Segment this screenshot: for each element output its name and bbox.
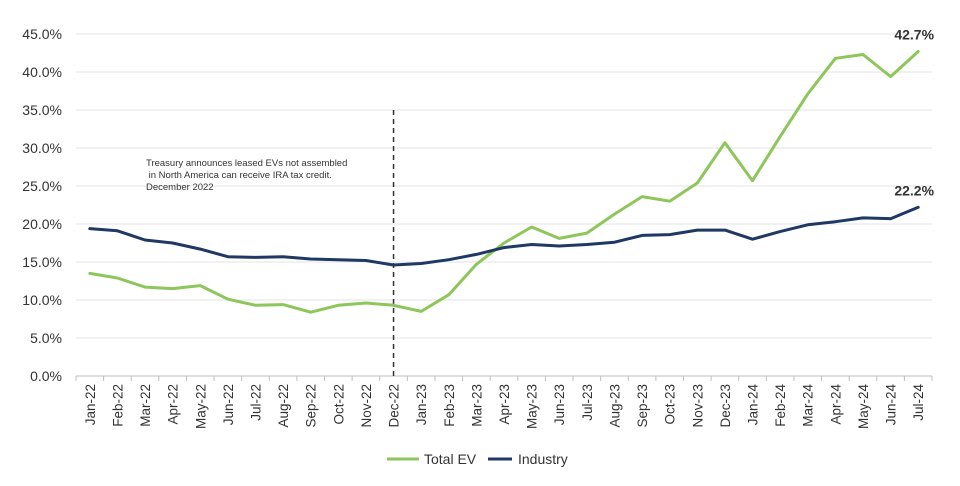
x-tick-label: Jul-24 bbox=[911, 384, 926, 421]
legend: Total EV Industry bbox=[387, 451, 568, 467]
y-tick-label: 40.0% bbox=[22, 64, 62, 80]
x-tick-label: Dec-23 bbox=[718, 384, 733, 428]
x-tick-label: Jul-22 bbox=[248, 384, 263, 421]
series-lines bbox=[88, 50, 920, 314]
x-tick-label: Sep-23 bbox=[635, 384, 650, 428]
annotation-line-1: Treasury announces leased EVs not assemb… bbox=[146, 158, 347, 169]
x-tick-label: Mar-23 bbox=[469, 384, 484, 427]
x-tick-label: Oct-22 bbox=[331, 384, 346, 425]
x-axis-ticks: Jan-22 Feb-22 Mar-22 Apr-22 May-22 Jun-22 Jul-… bbox=[75, 376, 933, 430]
x-tick-label: Feb-24 bbox=[773, 384, 788, 427]
x-tick-label: Jan-23 bbox=[414, 384, 429, 425]
industry-end-label: 22.2% bbox=[894, 182, 934, 198]
x-tick-label: May-23 bbox=[525, 384, 540, 429]
legend-label-industry: Industry bbox=[518, 451, 568, 467]
annotation-line-3: December 2022 bbox=[146, 182, 214, 193]
x-tick-label: Dec-22 bbox=[387, 384, 402, 428]
x-tick-label: Jul-23 bbox=[580, 384, 595, 421]
x-tick-label: May-22 bbox=[193, 384, 208, 429]
x-tick-label: Sep-22 bbox=[304, 384, 319, 428]
x-tick-label: Oct-23 bbox=[663, 384, 678, 425]
x-tick-label: Aug-22 bbox=[276, 384, 291, 428]
y-tick-label: 35.0% bbox=[22, 102, 62, 118]
x-tick-label: Aug-23 bbox=[607, 384, 622, 428]
legend-label-total-ev: Total EV bbox=[424, 451, 477, 467]
x-tick-label: Feb-23 bbox=[442, 384, 457, 427]
x-tick-label: Jan-22 bbox=[83, 384, 98, 425]
y-tick-label: 25.0% bbox=[22, 178, 62, 194]
x-tick-label: Apr-24 bbox=[828, 384, 843, 425]
x-tick-label: Apr-22 bbox=[166, 384, 181, 425]
end-labels: 42.7% 22.2% bbox=[894, 26, 934, 198]
x-tick-label: Jun-22 bbox=[221, 384, 236, 425]
y-tick-label: 30.0% bbox=[22, 140, 62, 156]
y-tick-label: 5.0% bbox=[30, 330, 62, 346]
series-line-industry bbox=[88, 205, 920, 267]
total-ev-end-label: 42.7% bbox=[894, 26, 934, 42]
x-tick-label: Jun-24 bbox=[884, 384, 899, 426]
y-tick-label: 45.0% bbox=[22, 26, 62, 42]
x-tick-label: Mar-24 bbox=[801, 384, 816, 427]
y-tick-label: 10.0% bbox=[22, 292, 62, 308]
x-tick-label: Feb-22 bbox=[110, 384, 125, 427]
x-tick-label: Nov-22 bbox=[359, 384, 374, 428]
x-tick-label: Mar-22 bbox=[138, 384, 153, 427]
y-tick-label: 0.0% bbox=[30, 368, 62, 384]
x-tick-label: Jan-24 bbox=[746, 384, 761, 426]
y-axis-ticks: 0.0% 5.0% 10.0% 15.0% 20.0% 25.0% 30.0% 35.0% 40… bbox=[22, 26, 62, 384]
series-line-total-ev bbox=[88, 50, 920, 314]
y-tick-label: 15.0% bbox=[22, 254, 62, 270]
y-tick-label: 20.0% bbox=[22, 216, 62, 232]
x-tick-label: Apr-23 bbox=[497, 384, 512, 425]
x-tick-label: May-24 bbox=[856, 384, 871, 430]
gridlines bbox=[76, 33, 932, 339]
annotation-line-2: in North America can receive IRA tax cre… bbox=[146, 170, 332, 181]
x-tick-label: Jun-23 bbox=[552, 384, 567, 425]
x-tick-label: Nov-23 bbox=[690, 384, 705, 428]
